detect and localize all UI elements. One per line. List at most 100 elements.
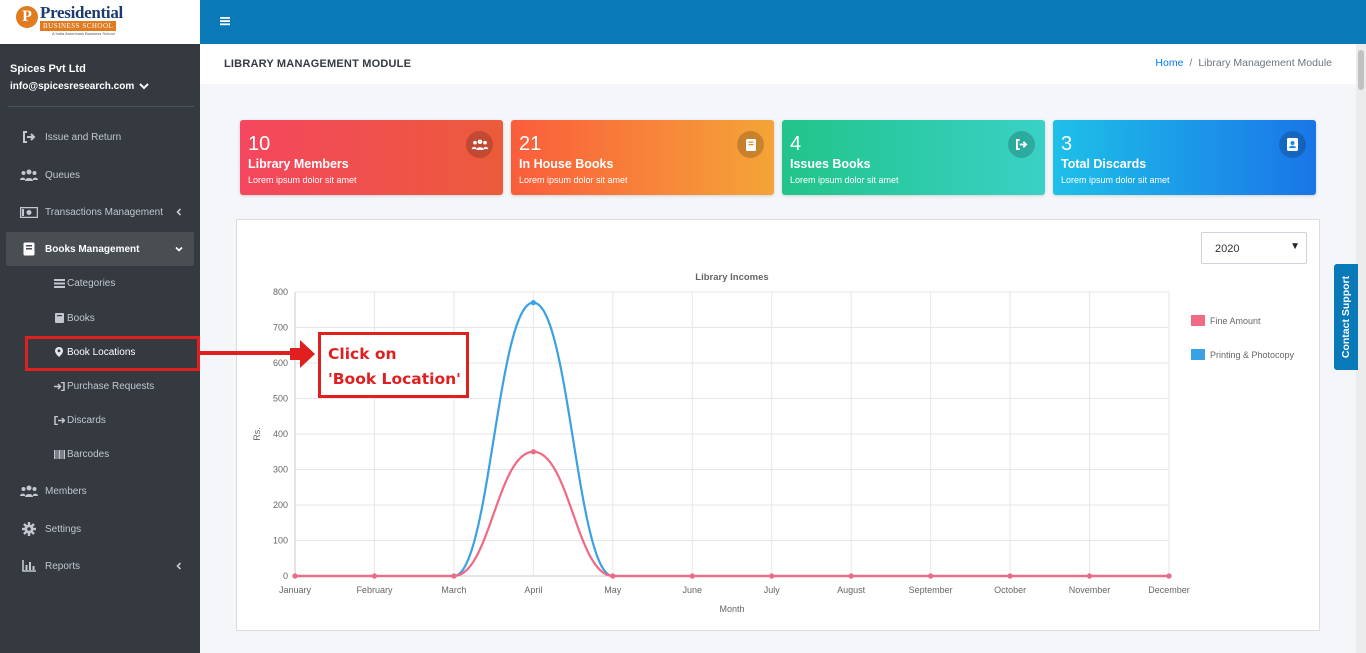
contact-support-tab[interactable]: Contact Support: [1334, 264, 1358, 370]
sidebar-item-label: Members: [45, 485, 87, 497]
sidebar-subitem-discards[interactable]: Discards: [53, 410, 106, 430]
bar-chart-icon: [20, 559, 38, 573]
sidebar-subitem-label: Books: [67, 312, 95, 324]
sign-out-icon: [20, 130, 38, 144]
y-tick-label: 500: [273, 394, 288, 404]
divider: [8, 106, 194, 107]
legend-swatch: [1191, 349, 1205, 360]
sidebar-item-label: Queues: [45, 169, 81, 181]
data-point: [1007, 573, 1013, 579]
sidebar-item-members[interactable]: Members: [6, 474, 194, 508]
sidebar-item-label: Issue and Return: [45, 131, 122, 143]
sidebar-item-issue-and-return[interactable]: Issue and Return: [6, 120, 194, 154]
y-tick-label: 0: [283, 571, 288, 581]
series-line-fine-amount: [295, 450, 1169, 578]
data-point: [371, 573, 378, 579]
sidebar-subitem-label: Barcodes: [67, 448, 110, 460]
x-tick-label: September: [909, 585, 953, 595]
y-tick-label: 700: [273, 323, 288, 333]
sign-in-icon: [53, 381, 65, 391]
contact-support-label: Contact Support: [1340, 275, 1352, 359]
stat-number: 4: [790, 133, 802, 155]
data-point: [848, 573, 854, 579]
sidebar-subitem-purchase-requests[interactable]: Purchase Requests: [53, 376, 154, 396]
sidebar-item-queues[interactable]: Queues: [6, 158, 194, 192]
data-point: [292, 573, 298, 579]
legend-item-fine-amount[interactable]: Fine Amount: [1191, 315, 1261, 326]
stat-subtitle: Lorem ipsum dolor sit amet: [519, 175, 628, 185]
address-book-icon: [1279, 131, 1306, 158]
year-select[interactable]: 2020 ▼: [1201, 232, 1307, 264]
sidebar-item-books-management[interactable]: Books Management: [6, 232, 194, 266]
x-tick-label: March: [441, 585, 466, 595]
sidebar-item-label: Books Management: [45, 243, 140, 255]
chart-panel: [236, 219, 1320, 631]
x-tick-label: April: [524, 585, 542, 595]
map-marker-icon: [53, 347, 65, 357]
sidebar-subitem-books[interactable]: Books: [53, 308, 95, 328]
annotation-text: Click on 'Book Location': [328, 345, 461, 388]
list-icon: [53, 278, 65, 288]
y-tick-label: 300: [273, 465, 288, 475]
chart-title: Library Incomes: [695, 272, 768, 283]
sidebar-subitem-label: Book Locations: [67, 346, 136, 358]
book-icon: [737, 131, 764, 158]
sidebar-item-transactions-management[interactable]: Transactions Management: [6, 195, 194, 229]
data-point: [610, 573, 616, 579]
stat-title: Issues Books: [790, 157, 871, 171]
sidebar-item-reports[interactable]: Reports: [6, 549, 194, 583]
data-point: [1086, 573, 1093, 579]
library-incomes-chart: 0 100 200 300 400 500 600 700 800 January February…: [252, 272, 1190, 614]
x-tick-label: July: [764, 585, 781, 595]
caret-down-icon: ▼: [1290, 241, 1300, 252]
users-icon: [20, 168, 38, 182]
chevron-down-icon[interactable]: [138, 80, 150, 92]
logo-tagline: A India Americans Business School: [52, 31, 115, 36]
y-tick-label: 400: [273, 429, 288, 439]
stat-card-library-members[interactable]: 10 Library Members Lorem ipsum dolor sit…: [240, 120, 503, 195]
sidebar-subitem-label: Discards: [67, 414, 106, 426]
breadcrumb-home-link[interactable]: Home: [1155, 57, 1184, 69]
top-navbar: [200, 0, 1366, 44]
data-point: [530, 300, 536, 306]
sidebar-subitem-categories[interactable]: Categories: [53, 273, 115, 293]
annotation-highlight-box: [25, 336, 200, 371]
gear-icon: [20, 522, 38, 536]
page-scrollbar[interactable]: [1356, 44, 1366, 653]
stat-card-total-discards[interactable]: 3 Total Discards Lorem ipsum dolor sit a…: [1053, 120, 1316, 195]
stat-subtitle: Lorem ipsum dolor sit amet: [248, 175, 357, 185]
annotation-callout: Click on 'Book Location': [318, 332, 469, 398]
y-tick-label: 800: [273, 287, 288, 297]
stat-number: 10: [248, 133, 271, 155]
legend-item-printing-photocopy[interactable]: Printing & Photocopy: [1191, 349, 1294, 360]
data-point: [928, 573, 934, 579]
x-tick-label: October: [994, 585, 1026, 595]
sidebar-subitem-barcodes[interactable]: Barcodes: [53, 444, 109, 464]
stat-subtitle: Lorem ipsum dolor sit amet: [790, 175, 899, 185]
sidebar-item-label: Transactions Management: [45, 206, 164, 218]
brand-logo[interactable]: P Presidential BUSINESS SCHOOL A India A…: [0, 0, 200, 44]
data-point: [769, 573, 775, 579]
content-header: LIBRARY MANAGEMENT MODULE Home / Library M…: [200, 44, 1356, 84]
stat-number: 3: [1061, 133, 1073, 155]
x-tick-label: February: [356, 585, 393, 595]
logo-mark: P: [16, 6, 38, 28]
y-tick-label: 200: [273, 500, 288, 510]
x-tick-label: June: [683, 585, 703, 595]
x-tick-label: May: [604, 585, 622, 595]
x-tick-label: January: [279, 585, 312, 595]
sidebar-subitem-label: Categories: [67, 277, 116, 289]
sidebar-item-settings[interactable]: Settings: [6, 512, 194, 546]
scrollbar-thumb[interactable]: [1358, 50, 1364, 90]
stat-title: In House Books: [519, 157, 614, 171]
y-axis-label: Rs.: [252, 427, 262, 441]
stat-card-in-house-books[interactable]: 21 In House Books Lorem ipsum dolor sit …: [511, 120, 774, 195]
breadcrumb: Home / Library Management Module: [1155, 57, 1332, 69]
hamburger-menu-icon[interactable]: [219, 15, 231, 27]
y-tick-label: 100: [273, 536, 288, 546]
stat-card-issues-books[interactable]: 4 Issues Books Lorem ipsum dolor sit ame…: [782, 120, 1045, 195]
sidebar-subitem-book-locations[interactable]: Book Locations: [53, 342, 135, 362]
sign-out-icon: [53, 415, 65, 425]
stat-number: 21: [519, 133, 542, 155]
logo-title: Presidential: [40, 3, 123, 22]
